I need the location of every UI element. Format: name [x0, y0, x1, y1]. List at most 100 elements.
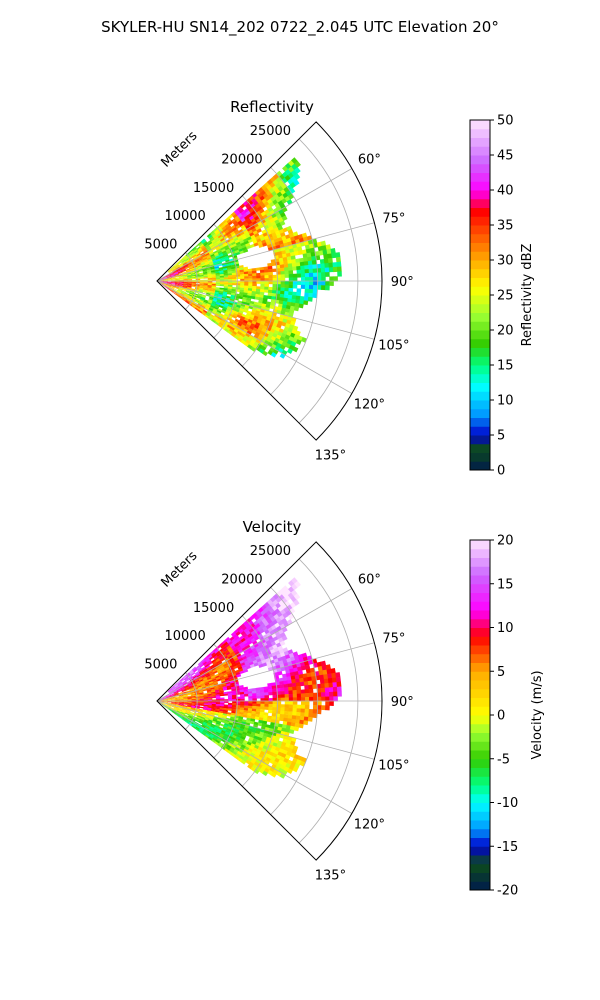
echo-cell [311, 675, 317, 681]
echo-cell [296, 693, 302, 698]
echo-cell [236, 276, 241, 280]
colorbar-segment [470, 802, 490, 812]
colorbar-segment [470, 295, 490, 305]
echo-cell [211, 651, 216, 657]
echo-cell [184, 300, 190, 305]
echo-cell [264, 275, 270, 279]
echo-cell [219, 281, 225, 283]
echo-cell [280, 652, 286, 658]
echo-cell [173, 682, 178, 687]
echo-cell [219, 277, 225, 280]
echo-cell [192, 264, 198, 268]
echo-cell [217, 728, 223, 732]
echo-cell [192, 247, 197, 252]
echo-cell [184, 685, 190, 689]
echo-cell [216, 300, 222, 304]
echo-cell [206, 708, 212, 712]
colorbar-segment [470, 321, 490, 331]
echo-cell [268, 703, 274, 708]
echo-cell [260, 275, 265, 279]
echo-cell [291, 317, 297, 323]
echo-cell [236, 233, 242, 238]
echo-cell [321, 272, 326, 277]
echo-cell [277, 726, 283, 732]
echo-cell [199, 696, 205, 698]
echo-cell [203, 704, 209, 707]
echo-cell [222, 672, 228, 676]
echo-cell [294, 722, 300, 728]
echo-cell [222, 316, 227, 321]
echo-cell [260, 320, 266, 326]
echo-cell [309, 667, 316, 673]
echo-cell [229, 642, 235, 648]
colorbar-segment [470, 146, 490, 156]
colorbar-tick-label: 0 [497, 709, 505, 724]
echo-cell [288, 690, 294, 695]
echo-cell [223, 304, 229, 309]
echo-cell [210, 245, 216, 250]
echo-cell [308, 288, 314, 294]
range-tick-label: 5000 [144, 658, 177, 673]
echo-cell [293, 179, 300, 186]
echo-cell [209, 726, 215, 730]
echo-cell [278, 677, 284, 682]
echo-cell [260, 703, 265, 707]
echo-cell [227, 286, 233, 290]
colorbar-segment [470, 785, 490, 795]
range-label: Meters [159, 548, 201, 590]
echo-cell [309, 247, 316, 253]
echo-cell [245, 644, 251, 650]
echo-cell [162, 284, 167, 288]
echo-cell [177, 290, 182, 294]
echo-cell [243, 649, 249, 654]
echo-cell [182, 708, 187, 711]
echo-cell [198, 289, 204, 293]
echo-cell [259, 709, 265, 713]
echo-cell [283, 294, 289, 299]
echo-cell [300, 697, 306, 702]
echo-cell [183, 275, 188, 277]
echo-cell [298, 303, 304, 309]
echo-cell [170, 705, 176, 707]
colorbar-segment [470, 601, 490, 611]
echo-cell [300, 665, 307, 671]
echo-cell [288, 704, 294, 709]
echo-cell [222, 324, 228, 329]
echo-cell [321, 276, 326, 282]
echo-cell [298, 673, 304, 679]
echo-cell [270, 302, 276, 307]
echo-cell [215, 255, 221, 259]
echo-cell [202, 675, 207, 680]
echo-cell [293, 667, 299, 673]
echo-cell [223, 284, 229, 287]
echo-cell [205, 304, 211, 309]
echo-cell [200, 681, 205, 685]
echo-cell [196, 717, 201, 721]
echo-cell [185, 711, 191, 714]
range-tick-label: 15000 [193, 601, 234, 616]
echo-cell [234, 738, 240, 743]
echo-cell [236, 744, 242, 750]
echo-cell [184, 257, 189, 261]
echo-cell [300, 704, 306, 710]
colorbar-segment [470, 356, 490, 366]
echo-cell [175, 703, 180, 706]
echo-cell [230, 659, 236, 664]
echo-cell [286, 721, 292, 727]
echo-cell [181, 709, 187, 713]
echo-cell [257, 326, 264, 332]
echo-cell [282, 658, 288, 664]
echo-cell [247, 739, 254, 744]
echo-cell [186, 286, 192, 289]
echo-cell [186, 287, 192, 290]
echo-cell [292, 663, 298, 669]
echo-cell [234, 659, 240, 664]
colorbar-segment [470, 365, 490, 375]
echo-cell [335, 672, 341, 678]
echo-cell [207, 272, 212, 275]
echo-cell [214, 305, 220, 309]
echo-cell [169, 691, 174, 695]
echo-cell [188, 293, 194, 297]
echo-cell [228, 229, 235, 234]
echo-cell [162, 277, 168, 279]
